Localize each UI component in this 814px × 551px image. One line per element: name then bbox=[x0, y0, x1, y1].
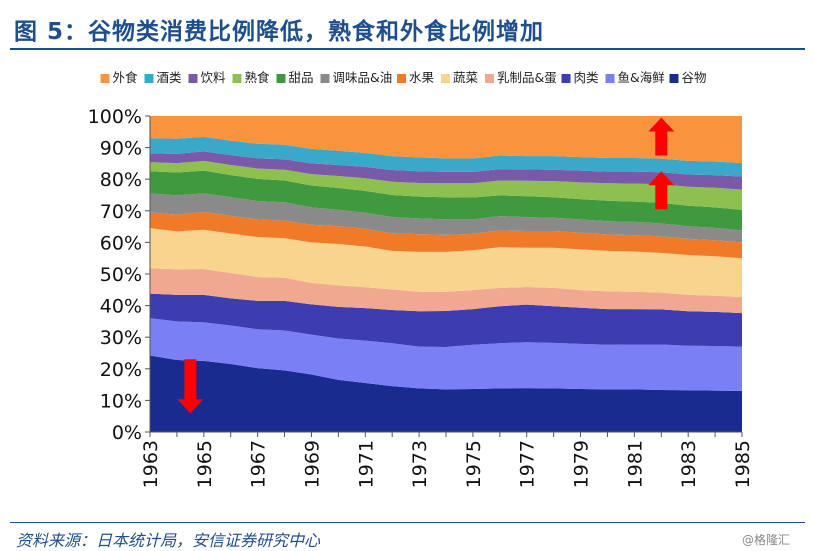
x-tick-label: 1983 bbox=[678, 440, 700, 488]
x-tick-label: 1977 bbox=[517, 440, 539, 488]
legend-label-酒类: 酒类 bbox=[157, 70, 183, 85]
legend: 外食 酒类 饮料 熟食 甜品 调味品&油 水果 蔬菜 乳制品&蛋 肉类 鱼&海鲜 谷物 bbox=[100, 70, 707, 85]
chart-title: 图 5：谷物类消费比例降低，熟食和外食比例增加 bbox=[14, 19, 545, 45]
area-series-10 bbox=[150, 151, 742, 190]
y-tick-label: 70% bbox=[100, 201, 142, 223]
legend-swatch-谷物 bbox=[669, 74, 679, 83]
stacked-area-chart: 外食 酒类 饮料 熟食 甜品 调味品&油 水果 蔬菜 乳制品&蛋 肉类 鱼&海鲜 谷物 0% 10% 20… bbox=[88, 70, 754, 488]
area-series-9 bbox=[150, 160, 742, 210]
title-divider bbox=[10, 48, 805, 50]
y-tick-label: 0% bbox=[112, 422, 142, 444]
legend-swatch-调味品-油 bbox=[320, 74, 330, 83]
y-axis: 0% 10% 20% 30% 40% 50% 60% 70% 80% 90% 100% bbox=[88, 106, 151, 444]
area-series-11 bbox=[150, 136, 742, 177]
legend-swatch-甜品 bbox=[276, 74, 286, 83]
legend-swatch-鱼-海鲜 bbox=[605, 74, 615, 83]
x-tick-label: 1979 bbox=[571, 440, 593, 488]
y-tick-label: 80% bbox=[100, 169, 142, 191]
annotations bbox=[177, 117, 675, 414]
area-series-3 bbox=[150, 293, 742, 347]
y-tick-label: 10% bbox=[100, 390, 142, 412]
legend-label-饮料: 饮料 bbox=[201, 70, 227, 85]
y-tick-label: 50% bbox=[100, 264, 142, 286]
x-axis: 1963 1965 1967 1969 1971 1973 1975 1977 1979 1981… bbox=[140, 431, 754, 488]
legend-label-熟食: 熟食 bbox=[245, 70, 271, 85]
x-tick-label: 1963 bbox=[140, 440, 162, 488]
legend-swatch-乳制品-蛋 bbox=[485, 74, 494, 83]
area-series-2 bbox=[150, 318, 742, 391]
watermark: @格隆汇 bbox=[742, 533, 791, 547]
x-tick-label: 1971 bbox=[355, 440, 377, 488]
source-divider bbox=[10, 522, 805, 523]
legend-label-蔬菜: 蔬菜 bbox=[453, 70, 479, 85]
legend-swatch-肉类 bbox=[561, 74, 571, 83]
y-tick-label: 20% bbox=[100, 359, 142, 381]
legend-swatch-熟食 bbox=[232, 74, 242, 83]
legend-swatch-酒类 bbox=[144, 74, 154, 83]
area-series-7 bbox=[150, 193, 742, 243]
legend-label-乳制品-蛋: 乳制品&蛋 bbox=[497, 70, 557, 85]
x-tick-label: 1973 bbox=[409, 440, 431, 488]
area-series-12 bbox=[150, 116, 742, 164]
x-tick-label: 1969 bbox=[301, 440, 323, 488]
legend-label-甜品: 甜品 bbox=[289, 70, 314, 85]
area-series-8 bbox=[150, 170, 742, 231]
arrow-up-2 bbox=[648, 171, 675, 210]
x-tick-label: 1965 bbox=[194, 440, 216, 488]
x-tick-label: 1967 bbox=[248, 440, 270, 488]
area-layers bbox=[150, 116, 742, 432]
legend-label-外食: 外食 bbox=[113, 70, 139, 85]
y-tick-label: 60% bbox=[100, 232, 142, 254]
y-tick-label: 30% bbox=[100, 327, 142, 349]
legend-label-水果: 水果 bbox=[409, 70, 435, 85]
arrow-down-3 bbox=[177, 359, 204, 414]
legend-swatch-蔬菜 bbox=[441, 74, 450, 83]
area-series-5 bbox=[150, 228, 742, 298]
area-series-1 bbox=[150, 355, 742, 432]
arrow-up-1 bbox=[648, 117, 675, 156]
y-tick-label: 90% bbox=[100, 138, 142, 160]
x-tick-label: 1975 bbox=[463, 440, 485, 488]
legend-swatch-水果 bbox=[397, 74, 406, 83]
y-tick-label: 100% bbox=[88, 106, 142, 128]
source-note: 资料来源：日本统计局，安信证券研究中心 bbox=[16, 531, 321, 550]
x-tick-label: 1981 bbox=[624, 440, 646, 488]
legend-swatch-外食 bbox=[100, 74, 110, 83]
area-series-6 bbox=[150, 212, 742, 259]
legend-label-调味品-油: 调味品&油 bbox=[333, 70, 393, 85]
legend-label-鱼-海鲜: 鱼&海鲜 bbox=[618, 70, 665, 85]
legend-label-谷物: 谷物 bbox=[682, 70, 707, 85]
x-tick-label: 1985 bbox=[732, 440, 754, 488]
area-series-4 bbox=[150, 268, 742, 314]
y-tick-label: 40% bbox=[100, 296, 142, 318]
legend-label-肉类: 肉类 bbox=[574, 70, 600, 85]
legend-swatch-饮料 bbox=[188, 74, 198, 83]
